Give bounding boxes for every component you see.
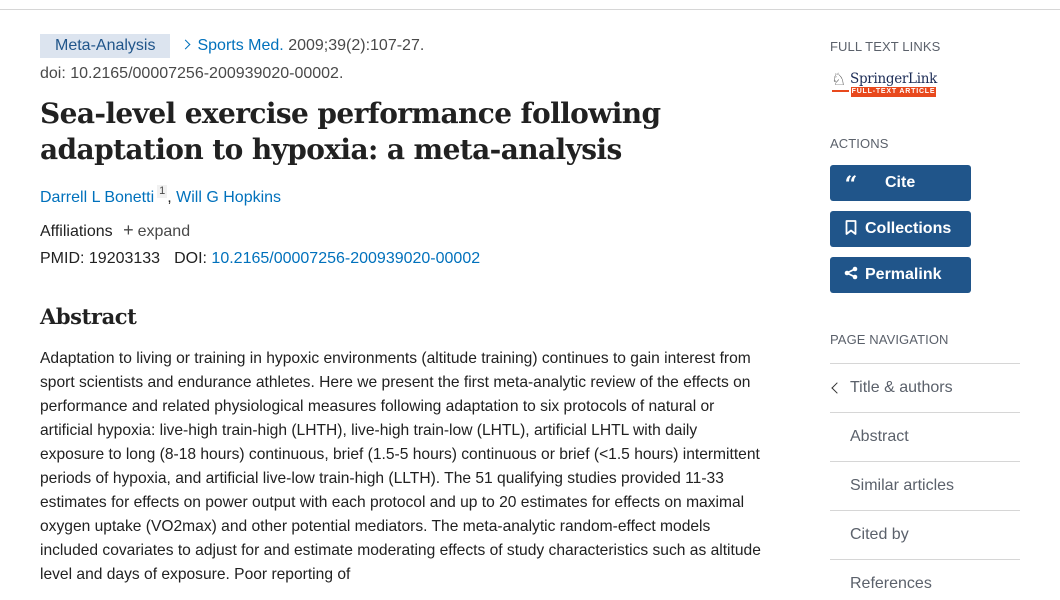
full-text-links-heading: FULL TEXT LINKS <box>830 39 941 54</box>
pmid-label: PMID: <box>40 250 89 267</box>
share-icon <box>843 266 859 284</box>
nav-item-abstract[interactable]: Abstract <box>830 413 1020 462</box>
collections-button[interactable]: Collections <box>830 211 971 247</box>
doi-label: DOI: <box>174 250 212 267</box>
permalink-label: Permalink <box>865 266 942 283</box>
affiliation-ref[interactable]: 1 <box>157 185 168 198</box>
bookmark-icon <box>843 219 859 239</box>
identifiers-row: PMID: 19203133 DOI: 10.2165/00007256-2009… <box>40 247 760 271</box>
nav-item-label: References <box>850 575 932 592</box>
sidebar: FULL TEXT LINKS ♘ SpringerLink FULL-TEXT… <box>830 38 1020 600</box>
header-divider <box>0 9 1060 10</box>
quote-icon: “ <box>844 172 858 198</box>
nav-item-label: Title & authors <box>850 379 953 396</box>
affiliations-row: Affiliations + expand <box>40 218 760 244</box>
nav-item-label: Cited by <box>850 526 909 543</box>
author-link[interactable]: Will G Hopkins <box>176 189 282 206</box>
nav-item-similar-articles[interactable]: Similar articles <box>830 462 1020 511</box>
pmid-value: 19203133 <box>88 250 161 267</box>
expand-label: expand <box>137 223 191 240</box>
article-main: Meta-Analysis Sports Med. 2009;39(2):107-… <box>40 34 761 587</box>
nav-item-references[interactable]: References <box>830 560 1020 600</box>
article-title: Sea-level exercise performance following… <box>40 97 661 166</box>
citation-line: Meta-Analysis Sports Med. 2009;39(2):107-… <box>40 34 760 58</box>
abstract-text: Adaptation to living or training in hypo… <box>40 350 761 583</box>
doi-line: doi: 10.2165/00007256-200939020-00002. <box>40 65 344 82</box>
expand-affiliations-button[interactable]: + expand <box>123 220 191 240</box>
cite-button[interactable]: “ Cite <box>830 165 971 201</box>
springer-banner: FULL-TEXT ARTICLE <box>851 87 936 97</box>
author-link[interactable]: Darrell L Bonetti <box>40 189 155 206</box>
actions-group: “ Cite Collections Permalink <box>830 165 1020 293</box>
page-navigation-heading: PAGE NAVIGATION <box>830 332 949 347</box>
nav-item-title-authors[interactable]: Title & authors <box>830 364 1020 413</box>
citation-text: 2009;39(2):107-27. <box>283 37 425 54</box>
publication-type-badge[interactable]: Meta-Analysis <box>40 34 171 58</box>
authors-list: Darrell L Bonetti 1, Will G Hopkins <box>40 185 760 210</box>
springer-underline <box>832 90 849 92</box>
nav-item-cited-by[interactable]: Cited by <box>830 511 1020 560</box>
nav-item-label: Similar articles <box>850 477 955 494</box>
collections-label: Collections <box>865 220 952 237</box>
author-separator: , <box>167 189 177 206</box>
plus-icon: + <box>123 220 134 240</box>
springer-name: SpringerLink <box>850 71 937 87</box>
permalink-button[interactable]: Permalink <box>830 257 971 293</box>
cite-label: Cite <box>885 174 916 191</box>
springer-knight-icon: ♘ <box>831 70 847 89</box>
affiliations-label: Affiliations <box>40 223 113 240</box>
doi-link[interactable]: 10.2165/00007256-200939020-00002 <box>211 250 481 267</box>
chevron-right-icon <box>181 39 191 50</box>
page-navigation: Title & authors Abstract Similar article… <box>830 363 1020 600</box>
actions-heading: ACTIONS <box>830 136 889 151</box>
chevron-left-icon <box>831 382 843 394</box>
abstract-heading: Abstract <box>40 304 137 329</box>
springerlink-full-text-link[interactable]: ♘ SpringerLink FULL-TEXT ARTICLE <box>830 70 937 98</box>
journal-link[interactable]: Sports Med. <box>197 37 284 54</box>
nav-item-label: Abstract <box>850 428 909 445</box>
